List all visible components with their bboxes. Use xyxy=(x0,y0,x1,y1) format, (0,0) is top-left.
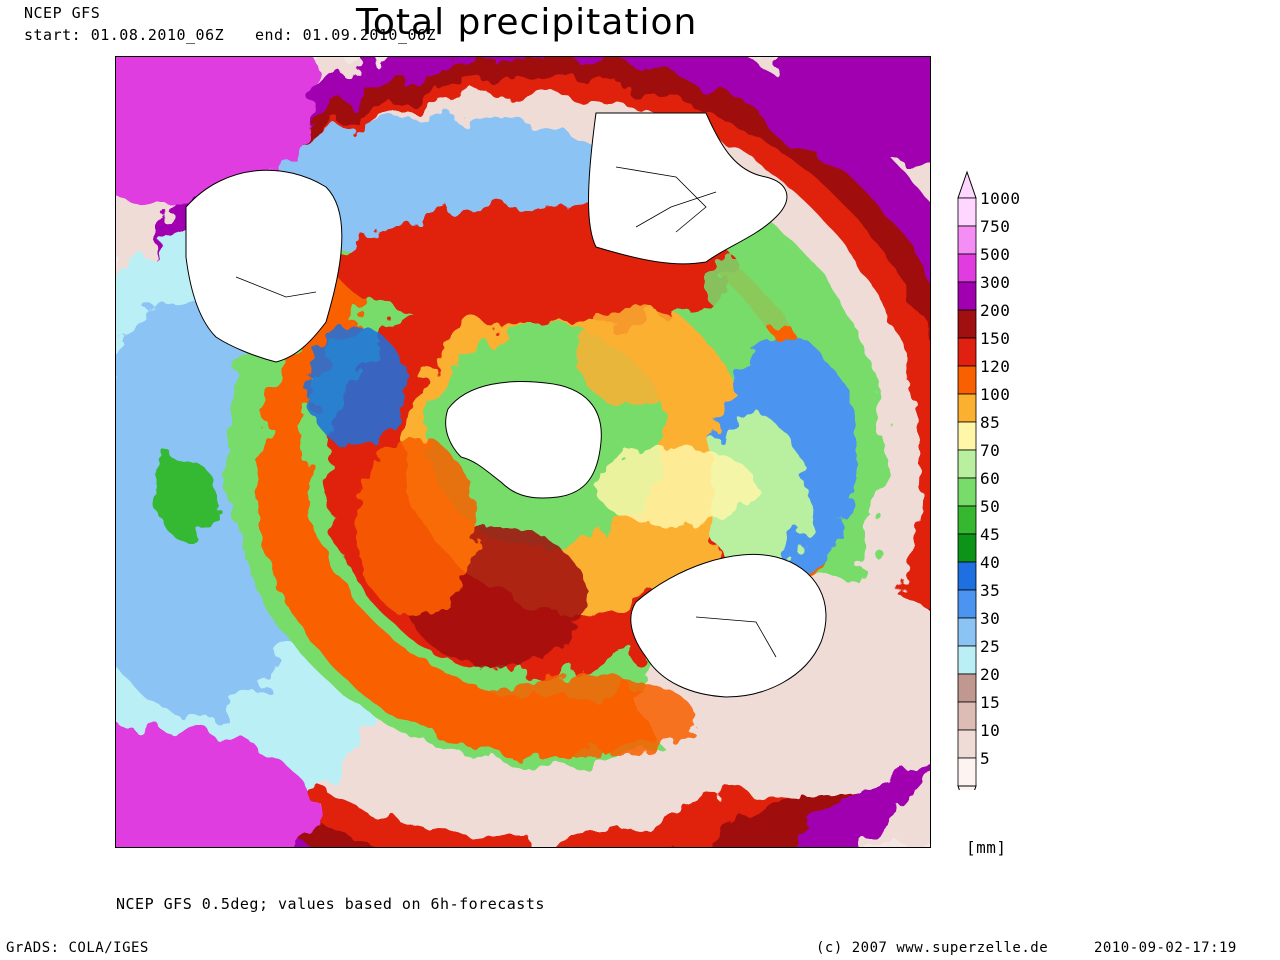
color-swatch-200 xyxy=(957,309,977,339)
color-swatch-20 xyxy=(957,673,977,703)
color-swatch-25 xyxy=(957,645,977,675)
color-scale-label-25: 25 xyxy=(980,637,1001,656)
color-scale-label-60: 60 xyxy=(980,469,1001,488)
color-scale-label-20: 20 xyxy=(980,665,1001,684)
color-scale-bottom-arrow xyxy=(957,785,977,814)
color-swatch-30 xyxy=(957,617,977,647)
color-scale-label-85: 85 xyxy=(980,413,1001,432)
color-scale-label-70: 70 xyxy=(980,441,1001,460)
grads-credit: GrADS: COLA/IGES xyxy=(6,940,149,956)
color-scale-top-arrow xyxy=(957,170,977,199)
model-label: NCEP GFS xyxy=(24,4,101,22)
color-swatch-40 xyxy=(957,561,977,591)
color-scale-label-120: 120 xyxy=(980,357,1011,376)
end-time-label: end: 01.09.2010_06Z xyxy=(255,26,437,44)
color-swatch-85 xyxy=(957,421,977,451)
color-scale-label-200: 200 xyxy=(980,301,1011,320)
color-swatch-750 xyxy=(957,225,977,255)
precipitation-map xyxy=(115,56,931,848)
color-scale-label-150: 150 xyxy=(980,329,1011,348)
color-scale-label-1000: 1000 xyxy=(980,189,1021,208)
unit-label: [mm] xyxy=(966,838,1007,857)
color-scale-label-5: 5 xyxy=(980,749,991,768)
color-swatch-150 xyxy=(957,337,977,367)
timestamp: 2010-09-02-17:19 xyxy=(1094,940,1237,956)
color-swatch-35 xyxy=(957,589,977,619)
precipitation-field xyxy=(116,57,930,847)
color-swatch-50 xyxy=(957,505,977,535)
color-swatch-15 xyxy=(957,701,977,731)
color-scale-label-45: 45 xyxy=(980,525,1001,544)
map-title: Total precipitation xyxy=(356,2,698,43)
color-swatch-100 xyxy=(957,393,977,423)
color-swatch-300 xyxy=(957,281,977,311)
color-scale-label-30: 30 xyxy=(980,609,1001,628)
color-scale-label-100: 100 xyxy=(980,385,1011,404)
color-scale-graphic xyxy=(957,170,977,814)
color-scale-label-10: 10 xyxy=(980,721,1001,740)
copyright: (c) 2007 www.superzelle.de xyxy=(816,940,1049,956)
color-swatch-60 xyxy=(957,477,977,507)
color-swatch-1000 xyxy=(957,197,977,227)
color-scale xyxy=(956,170,1036,814)
color-swatch-5 xyxy=(957,757,977,787)
color-scale-label-300: 300 xyxy=(980,273,1011,292)
color-swatch-70 xyxy=(957,449,977,479)
color-swatch-10 xyxy=(957,729,977,759)
color-scale-label-500: 500 xyxy=(980,245,1011,264)
color-scale-label-15: 15 xyxy=(980,693,1001,712)
color-swatch-120 xyxy=(957,365,977,395)
color-swatch-45 xyxy=(957,533,977,563)
start-time-label: start: 01.08.2010_06Z xyxy=(24,26,225,44)
color-swatch-500 xyxy=(957,253,977,283)
color-scale-label-35: 35 xyxy=(980,581,1001,600)
footnote: NCEP GFS 0.5deg; values based on 6h-fore… xyxy=(116,895,545,913)
color-scale-label-40: 40 xyxy=(980,553,1001,572)
color-scale-label-50: 50 xyxy=(980,497,1001,516)
color-scale-label-750: 750 xyxy=(980,217,1011,236)
